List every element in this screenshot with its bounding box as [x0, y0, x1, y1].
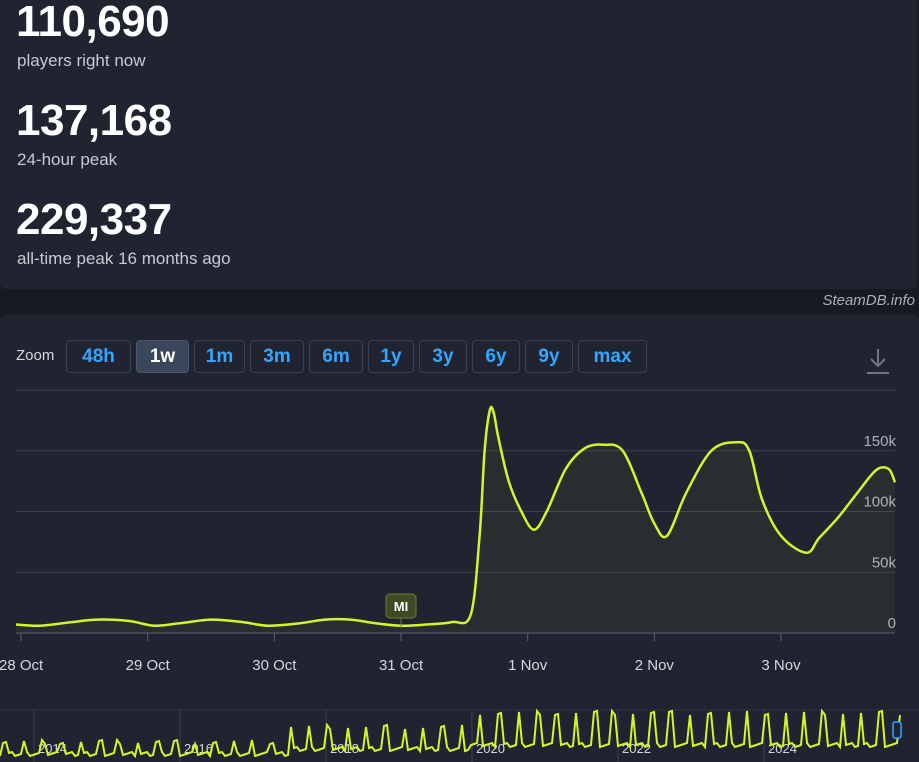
zoom-button-1m[interactable]: 1m	[194, 340, 245, 373]
x-tick-label: 29 Oct	[126, 657, 171, 674]
annotation-badge	[385, 593, 417, 619]
x-tick-label: 1 Nov	[508, 657, 548, 674]
zoom-button-max[interactable]: max	[578, 340, 647, 373]
all-time-peak-label: all-time peak 16 months ago	[17, 249, 231, 268]
source-link[interactable]: SteamDB.info	[822, 292, 915, 309]
navigator-line	[0, 708, 901, 759]
stats-panel	[0, 0, 917, 289]
24h-peak-value: 137,168	[16, 96, 172, 145]
24h-peak-label: 24-hour peak	[17, 150, 118, 169]
annotation-label: MI	[394, 599, 408, 614]
zoom-button-3m[interactable]: 3m	[250, 340, 304, 373]
x-tick-label: 3 Nov	[761, 657, 801, 674]
y-tick-label: 0	[888, 615, 896, 632]
x-tick-label: 31 Oct	[379, 657, 424, 674]
y-tick-label: 100k	[863, 494, 896, 511]
x-tick-label: 2 Nov	[635, 657, 675, 674]
zoom-button-48h[interactable]: 48h	[66, 340, 131, 373]
y-tick-label: 50k	[872, 554, 897, 571]
zoom-button-1y[interactable]: 1y	[368, 340, 414, 373]
series-line	[15, 405, 897, 628]
current-players-label: players right now	[17, 51, 146, 70]
download-icon[interactable]	[866, 347, 890, 375]
zoom-button-1w[interactable]: 1w	[136, 340, 189, 373]
all-time-peak-value: 229,337	[16, 195, 172, 244]
zoom-button-6y[interactable]: 6y	[472, 340, 520, 373]
y-tick-label: 150k	[863, 433, 896, 450]
zoom-button-6m[interactable]: 6m	[309, 340, 363, 373]
zoom-button-3y[interactable]: 3y	[419, 340, 467, 373]
player-count-chart[interactable]: 0 50k 100k 150k 28 Oct 29 Oct 30 Oct 31 Oct 1 N…	[0, 315, 919, 762]
x-tick-label: 28 Oct	[0, 657, 44, 674]
navigator-handle	[892, 721, 902, 739]
zoom-label: Zoom	[16, 347, 55, 364]
current-players-value: 110,690	[16, 0, 170, 46]
x-tick-label: 30 Oct	[252, 657, 297, 674]
zoom-button-9y[interactable]: 9y	[525, 340, 573, 373]
series-area	[16, 406, 895, 633]
